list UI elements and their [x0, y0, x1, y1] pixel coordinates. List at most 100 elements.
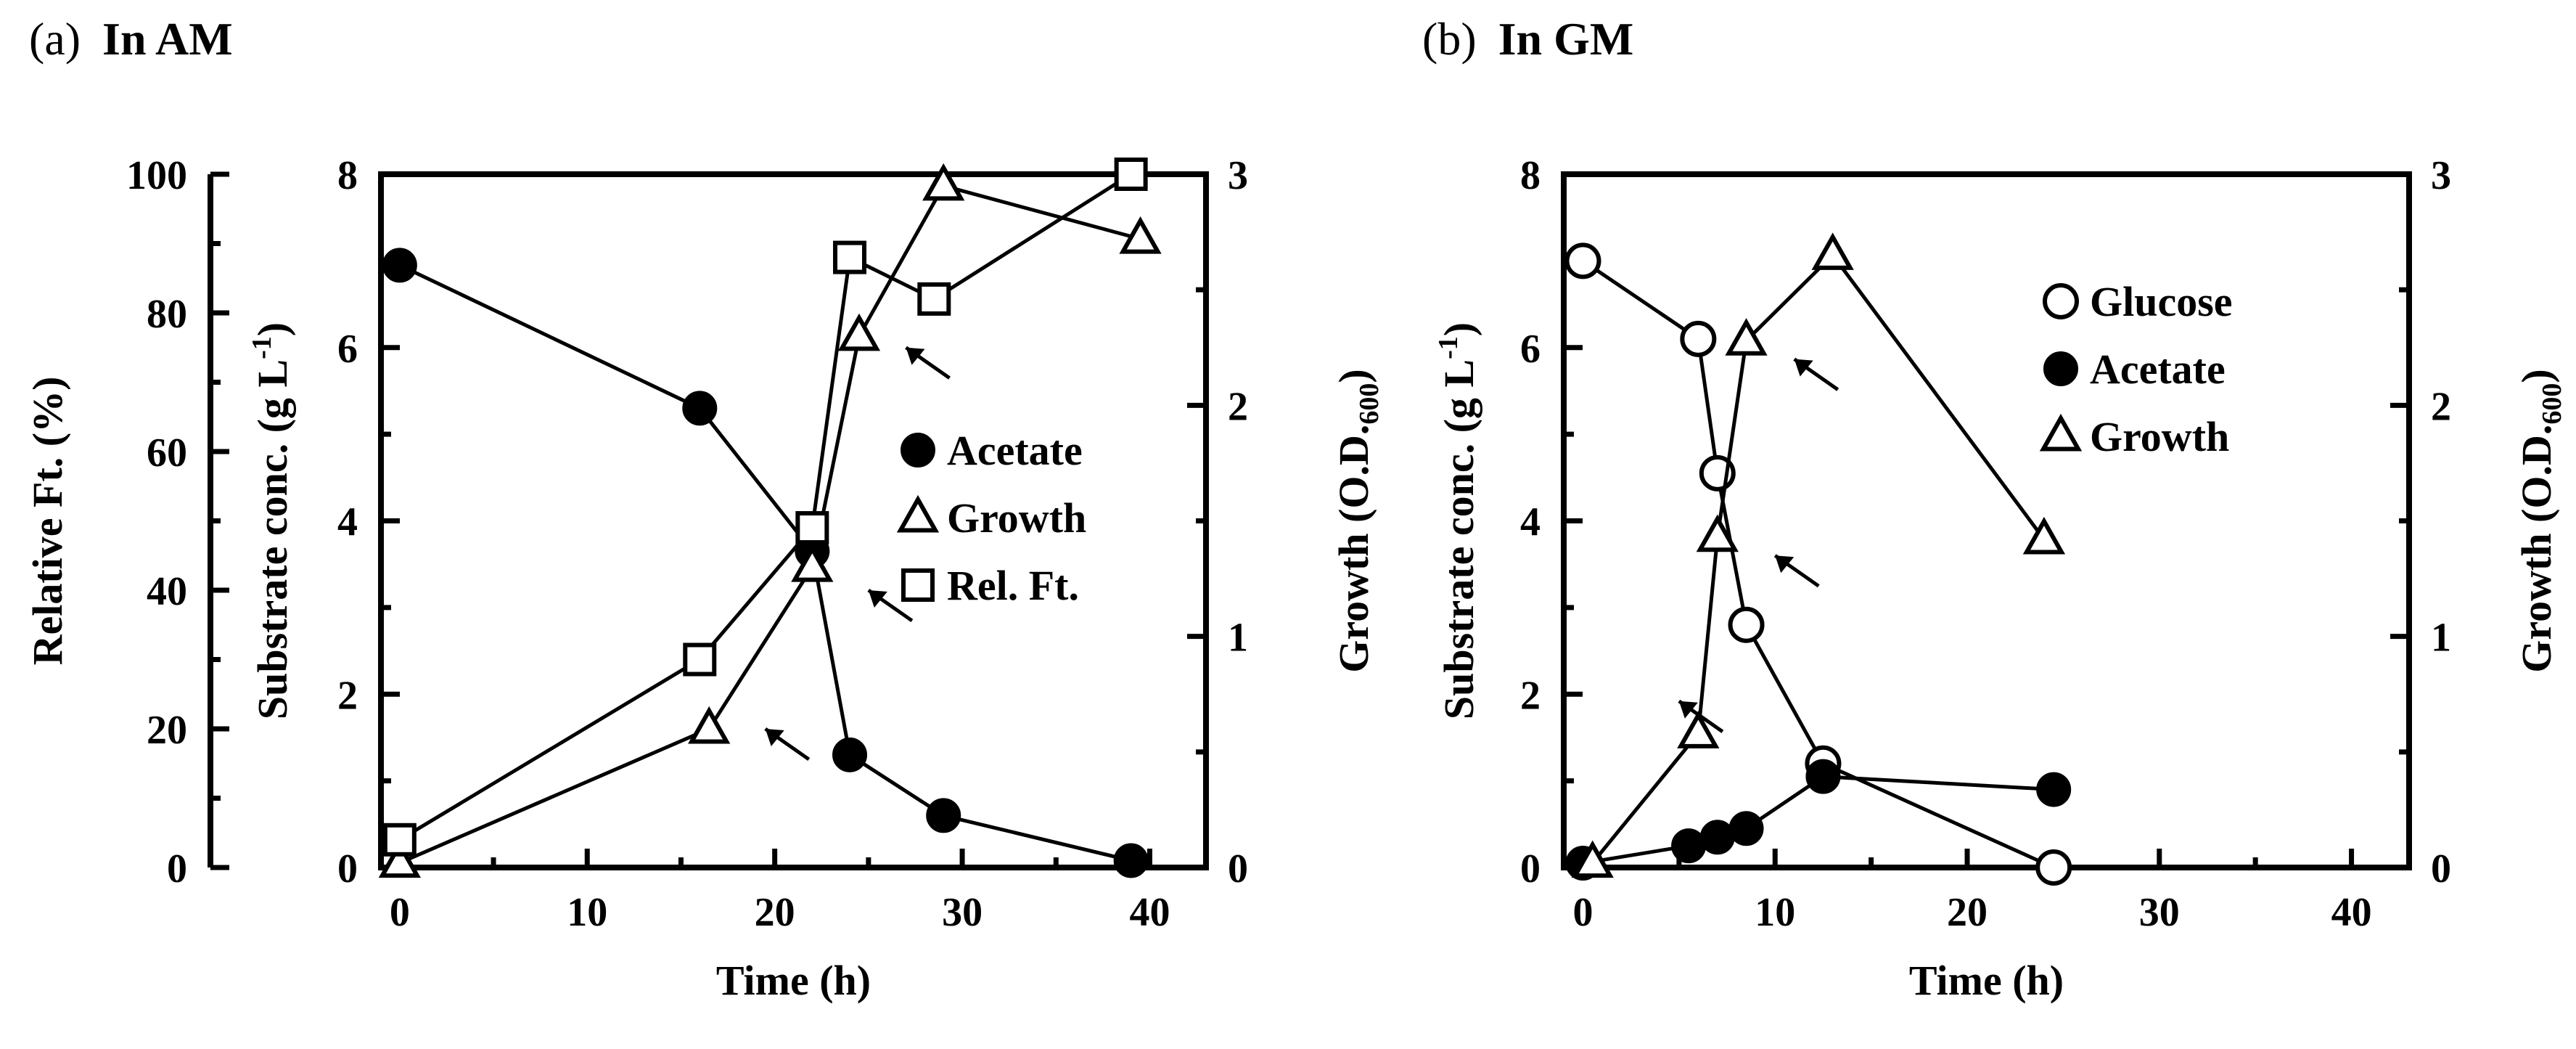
panel-b-label: (b): [1422, 13, 1477, 65]
panel-a-left-tick-label: 6: [337, 327, 358, 372]
panel-a-outer-axis-title: Relative Ft. (%): [24, 377, 71, 666]
panel-b-x-tick-label: 0: [1572, 890, 1593, 935]
panel-a-x-tick-label: 20: [755, 890, 795, 935]
panel-b-x-tick-label: 40: [2331, 890, 2372, 935]
panel-a-acetate-point: [1113, 843, 1149, 878]
panel-b-acetate-point: [1699, 820, 1735, 855]
panel-b-legend-marker: [2039, 413, 2083, 452]
panel-a-arrow-head: [765, 729, 784, 746]
panel-b-right-tick-label: 2: [2431, 384, 2451, 429]
panel-a-rel-ft-point: [683, 642, 717, 677]
panel-b-growth-point: [1696, 514, 1739, 552]
panel-a-rel-ft-line: [398, 172, 1132, 841]
panel-a-label: (a): [29, 13, 81, 65]
panel-b-growth-line: [1591, 252, 2046, 865]
panel-a-arrow-head: [868, 590, 887, 608]
panel-a-outer-tick-label: 20: [147, 708, 187, 753]
panel-a-outer-tick-label: 60: [147, 430, 187, 475]
panel-a-legend-label: Acetate: [947, 427, 1083, 474]
panel-b-glucose-point: [2035, 849, 2072, 886]
panel-b-legend-label: Glucose: [2090, 278, 2233, 325]
panel-a-acetate-point: [832, 737, 868, 772]
panel-b-legend-label: Growth: [2090, 413, 2229, 460]
panel-a-rel-ft-point: [1114, 158, 1148, 191]
panel-a-growth-point: [922, 163, 965, 201]
panel-b-arrow-head: [1678, 701, 1698, 719]
panel-b-arrow-head: [1794, 359, 1813, 377]
panel-b-acetate-point: [1805, 759, 1841, 794]
panel-a-x-axis-title: Time (h): [716, 957, 871, 1004]
panel-b-acetate-point: [1671, 828, 1707, 864]
panel-b-heading: (b) In GM: [1422, 13, 1633, 65]
panel-b-glucose-point: [1680, 320, 1717, 357]
panel-a-acetate-line: [398, 264, 1132, 862]
panel-a-x-tick-label: 40: [1129, 890, 1170, 935]
panel-b-x-tick-label: 30: [2139, 890, 2180, 935]
panel-a-acetate-point: [382, 248, 417, 283]
panel-a-outer-tick-label: 40: [147, 569, 187, 614]
panel-a-x-tick-label: 30: [942, 890, 983, 935]
panel-b-acetate-point: [1728, 811, 1764, 846]
panel-a-left-tick-label: 8: [337, 153, 358, 198]
panel-a-left-axis-title: Substrate conc. (g L-1): [247, 322, 296, 719]
panel-a-right-tick-label: 0: [1228, 846, 1248, 891]
panel-a-rel-ft-point: [795, 511, 829, 545]
panel-b-arrow-head: [1775, 555, 1794, 574]
panel-a-outer-tick-label: 0: [167, 846, 187, 891]
panel-b-legend: Glucose Acetate Growth: [2039, 278, 2233, 460]
panel-a-right-axis-title: Growth (O.D.600): [1330, 369, 1385, 672]
panel-b-left-tick-label: 8: [1520, 153, 1541, 198]
panel-a-rel-ft-point: [917, 282, 951, 316]
panel-a-right-tick-label: 3: [1228, 153, 1248, 198]
panel-a-growth-point: [837, 313, 881, 351]
panel-b-growth-point: [1811, 232, 1854, 270]
panel-a-legend-marker: [896, 494, 940, 533]
panel-b-acetate-point: [2036, 772, 2072, 807]
panel-b-chart: 0 10 20 30 40 0 2 4 6 8 0 1 2 3 Time (h) Substrate conc…: [1433, 153, 2567, 1004]
panel-b-growth-point: [1725, 318, 1768, 356]
panel-b-x-tick-label: 10: [1755, 890, 1795, 935]
panel-a-x-tick-label: 0: [390, 890, 410, 935]
panel-a-rel-ft-point: [382, 823, 417, 857]
panel-b-title: In GM: [1498, 13, 1634, 65]
panel-b-glucose-point: [1564, 242, 1601, 279]
panel-a-heading: (a) In AM: [29, 13, 233, 65]
panel-b-legend-marker: [2043, 351, 2078, 386]
panel-b-growth-point: [1571, 840, 1614, 878]
panel-a-legend-label: Rel. Ft.: [947, 562, 1079, 609]
panel-b-left-tick-label: 0: [1520, 846, 1541, 891]
panel-b-right-tick-label: 3: [2431, 153, 2451, 198]
panel-a-acetate-point: [926, 798, 961, 833]
panel-b-right-tick-label: 0: [2431, 846, 2451, 891]
panel-a-left-tick-label: 4: [337, 500, 358, 545]
panel-b-legend-label: Acetate: [2090, 346, 2226, 393]
panel-a-rel-ft-point: [833, 240, 867, 274]
panel-a-legend: Acetate Growth Rel. Ft.: [896, 427, 1086, 609]
panel-b-glucose-point: [1728, 606, 1765, 643]
panel-a-legend-marker: [901, 433, 935, 468]
panel-a-legend-marker: [901, 568, 935, 602]
panel-a-legend-label: Growth: [947, 494, 1086, 542]
panel-a-left-tick-label: 2: [337, 673, 358, 718]
panel-b-x-axis-title: Time (h): [1909, 957, 2064, 1004]
panel-a-growth-point: [791, 544, 834, 582]
panel-b-right-axis-title: Growth (O.D.600): [2513, 369, 2567, 672]
panel-b-right-tick-label: 1: [2431, 616, 2451, 661]
panel-a-outer-tick-label: 100: [126, 153, 187, 198]
panel-b-growth-point: [2022, 516, 2066, 555]
panel-b-left-tick-label: 4: [1520, 500, 1541, 545]
panel-b-left-tick-label: 6: [1520, 327, 1541, 372]
panel-b-left-axis-title: Substrate conc. (g L-1): [1433, 322, 1482, 719]
panel-b-legend-marker: [2043, 283, 2079, 319]
panel-b-plot-frame: [1561, 171, 2412, 870]
panel-b-growth-point: [1677, 711, 1720, 748]
panel-a-acetate-point: [682, 391, 718, 426]
panel-a-title: In AM: [102, 13, 233, 65]
panel-a-growth-line: [398, 183, 1141, 865]
panel-a-growth-point: [1119, 216, 1162, 254]
panel-a-left-tick-label: 0: [337, 846, 358, 891]
panel-b-left-tick-label: 2: [1520, 673, 1541, 718]
